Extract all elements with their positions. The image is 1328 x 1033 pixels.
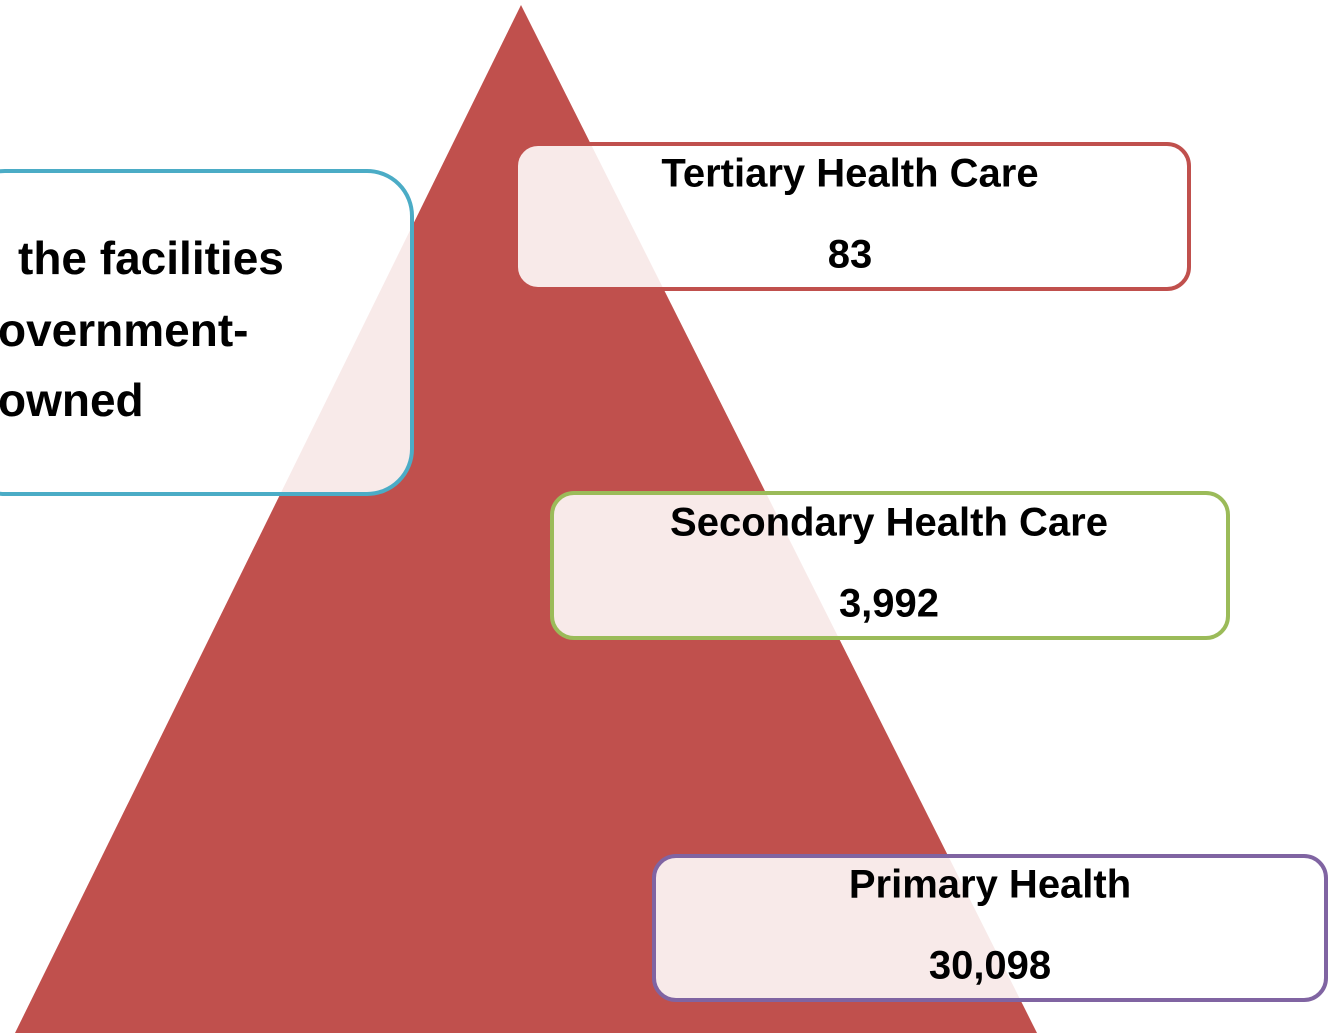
level-label: Tertiary Health Care <box>661 152 1038 196</box>
note-line: owned <box>0 374 144 426</box>
level-label: Secondary Health Care <box>670 501 1108 545</box>
level-value: 83 <box>828 233 873 277</box>
level-label: Primary Health <box>849 863 1131 907</box>
level-value: 3,992 <box>839 582 939 626</box>
note-box <box>0 169 414 496</box>
note-line: overnment- <box>0 304 248 356</box>
level-box <box>550 491 1230 640</box>
level-value: 30,098 <box>929 944 1051 988</box>
pyramid <box>15 5 1037 1033</box>
level-box <box>652 854 1328 1002</box>
note-line: the facilities <box>18 232 284 284</box>
level-box <box>514 142 1191 291</box>
